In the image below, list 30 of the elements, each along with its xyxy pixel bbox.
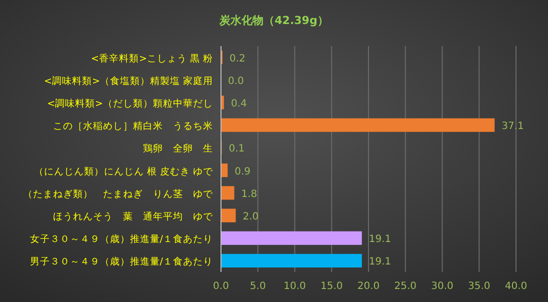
x-tick-label: 10.0 — [284, 281, 306, 292]
data-label: 2.0 — [242, 212, 259, 222]
y-tick-label: （にんじん類）にんじん 根 皮むき ゆで — [34, 165, 214, 178]
y-tick-label: <調味料類>（食塩類）精製塩 家庭用 — [44, 74, 213, 87]
x-tick-label: 15.0 — [320, 281, 343, 292]
y-tick-label: <調味料類>（だし類）顆粒中華だし — [47, 98, 213, 110]
y-tick-label: 鶏卵 全卵 生 — [143, 142, 213, 155]
y-tick-label: 男子３０～４９（歳）推進量/１食あたり — [30, 256, 213, 268]
data-label: 0.1 — [228, 144, 245, 155]
data-label: 0.4 — [230, 98, 247, 110]
y-tick-label: <香辛料類>こしょう 黒 粉 — [91, 52, 213, 64]
data-label: 0.0 — [228, 76, 244, 87]
x-tick-label: 20.0 — [357, 281, 380, 292]
x-tick-label: 0.0 — [213, 281, 229, 292]
y-tick-label: 女子３０～４９（歳）推進量/１食あたり — [30, 233, 213, 246]
y-tick-label: （たまねぎ類） たまねぎ りん茎 ゆで — [23, 188, 214, 200]
x-tick-label: 40.0 — [504, 281, 528, 292]
data-label: 19.1 — [368, 234, 392, 246]
x-tick-label: 35.0 — [468, 281, 490, 292]
data-label: 0.9 — [234, 166, 251, 178]
data-label: 19.1 — [368, 256, 392, 268]
data-label: 1.8 — [241, 188, 258, 200]
chart-title: 炭水化物（42.39g） — [218, 14, 328, 27]
data-label: 0.2 — [229, 53, 246, 64]
y-tick-label: この［水稲めし］精白米 うるち米 — [53, 120, 213, 132]
x-tick-label: 25.0 — [394, 281, 417, 292]
x-tick-label: 30.0 — [431, 281, 454, 292]
data-label: 37.1 — [502, 121, 524, 132]
y-tick-label: ほうれんそう 葉 通年平均 ゆで — [53, 210, 214, 222]
x-tick-label: 5.0 — [250, 281, 266, 292]
